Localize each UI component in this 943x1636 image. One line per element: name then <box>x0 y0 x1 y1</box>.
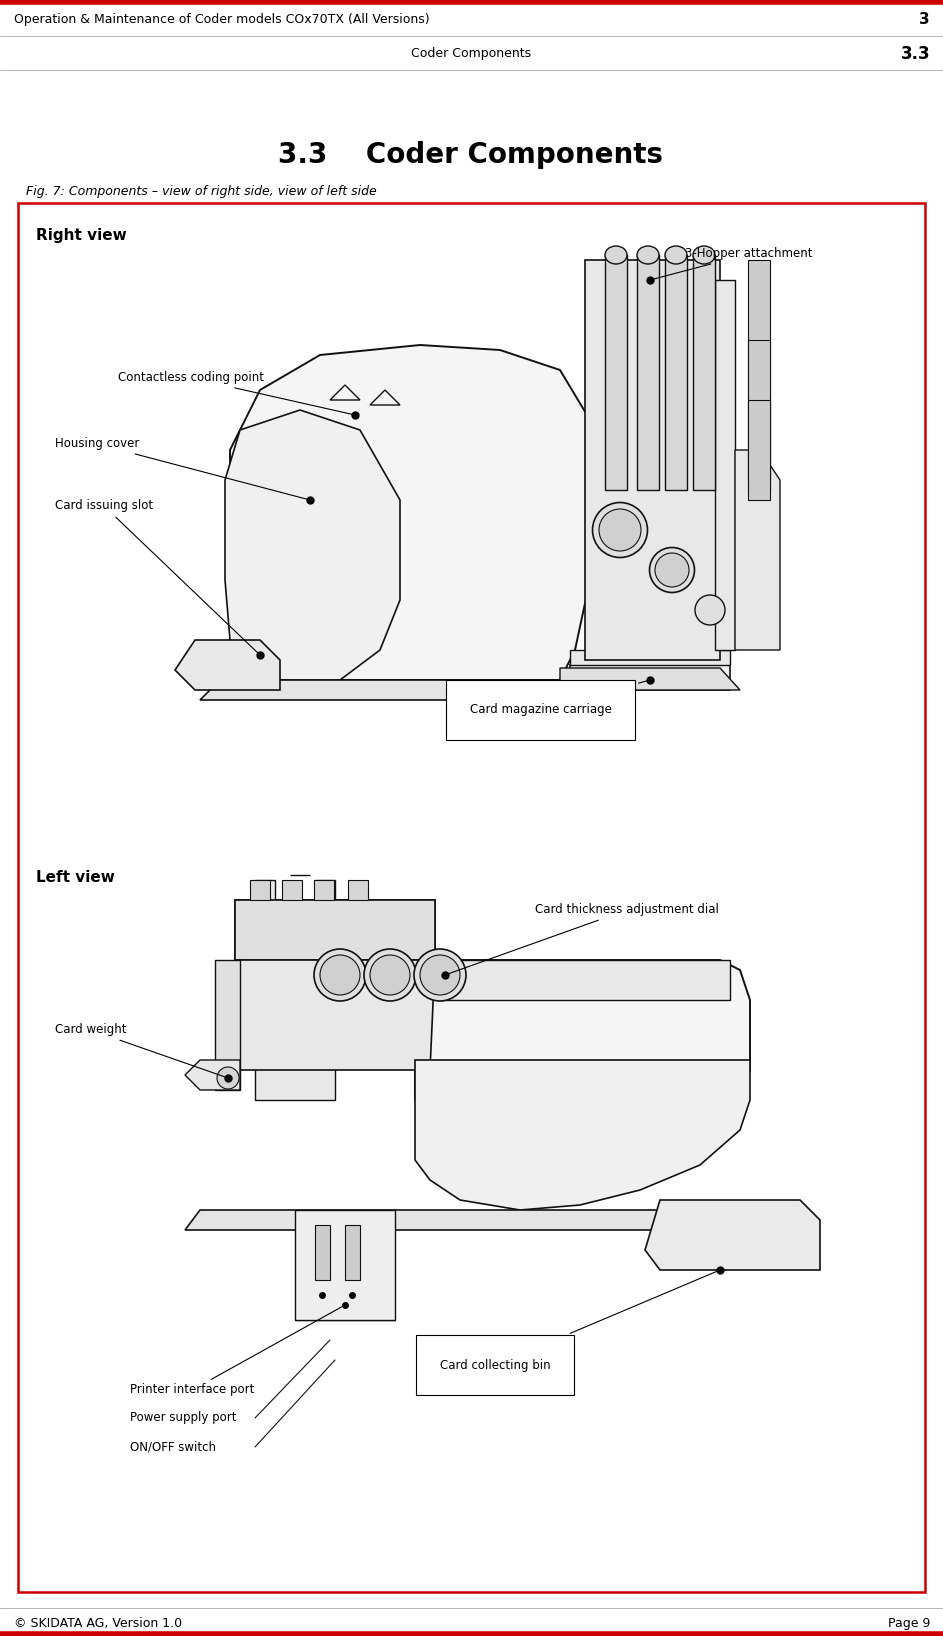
Ellipse shape <box>217 1067 239 1090</box>
Ellipse shape <box>420 955 460 995</box>
Ellipse shape <box>605 245 627 263</box>
Polygon shape <box>348 880 368 900</box>
Text: 3: 3 <box>919 13 930 28</box>
Polygon shape <box>748 399 770 501</box>
Polygon shape <box>440 960 730 1000</box>
Bar <box>18 203 925 1592</box>
Polygon shape <box>637 255 659 491</box>
Polygon shape <box>715 280 735 649</box>
Text: Operation & Maintenance of Coder models COx70TX (All Versions): Operation & Maintenance of Coder models … <box>14 13 430 26</box>
Text: Card weight: Card weight <box>55 1024 225 1076</box>
Ellipse shape <box>592 502 648 558</box>
Polygon shape <box>693 255 715 491</box>
Polygon shape <box>225 411 400 681</box>
Polygon shape <box>415 960 750 1140</box>
Ellipse shape <box>637 245 659 263</box>
Ellipse shape <box>599 509 641 551</box>
Text: Card magazine carriage: Card magazine carriage <box>470 681 647 717</box>
Ellipse shape <box>370 955 410 995</box>
Polygon shape <box>415 1060 750 1211</box>
Text: 3.3: 3.3 <box>901 46 930 64</box>
Ellipse shape <box>320 955 360 995</box>
Text: 3-Hopper attachment: 3-Hopper attachment <box>653 247 813 280</box>
Polygon shape <box>185 1211 780 1230</box>
Polygon shape <box>235 960 435 1070</box>
Polygon shape <box>585 260 720 659</box>
Text: Contactless coding point: Contactless coding point <box>118 371 353 414</box>
Text: Fig. 7: Components – view of right side, view of left side: Fig. 7: Components – view of right side,… <box>26 185 377 198</box>
Polygon shape <box>250 880 270 900</box>
Ellipse shape <box>414 949 466 1001</box>
Text: Coder Components: Coder Components <box>411 47 531 61</box>
Text: Card issuing slot: Card issuing slot <box>55 499 258 653</box>
Polygon shape <box>175 640 280 690</box>
Polygon shape <box>748 340 770 491</box>
Text: Page 9: Page 9 <box>887 1616 930 1629</box>
Text: 3.3    Coder Components: 3.3 Coder Components <box>278 141 664 169</box>
Polygon shape <box>230 345 595 681</box>
Polygon shape <box>235 900 435 960</box>
Ellipse shape <box>314 949 366 1001</box>
Text: Card collecting bin: Card collecting bin <box>440 1271 718 1371</box>
Polygon shape <box>295 1211 395 1320</box>
Polygon shape <box>235 900 435 960</box>
Ellipse shape <box>650 548 694 592</box>
Text: ON/OFF switch: ON/OFF switch <box>130 1441 216 1453</box>
Polygon shape <box>255 880 335 1099</box>
Polygon shape <box>735 450 780 649</box>
Ellipse shape <box>695 596 725 625</box>
Polygon shape <box>215 960 240 1090</box>
Polygon shape <box>748 260 770 479</box>
Text: Left view: Left view <box>36 870 115 885</box>
Ellipse shape <box>665 245 687 263</box>
Text: Card thickness adjustment dial: Card thickness adjustment dial <box>448 903 719 973</box>
Ellipse shape <box>693 245 715 263</box>
Text: Right view: Right view <box>36 227 126 244</box>
Polygon shape <box>345 1225 360 1279</box>
Polygon shape <box>560 667 740 690</box>
Polygon shape <box>665 255 687 491</box>
Text: © SKIDATA AG, Version 1.0: © SKIDATA AG, Version 1.0 <box>14 1616 182 1629</box>
Ellipse shape <box>364 949 416 1001</box>
Polygon shape <box>314 880 334 900</box>
Polygon shape <box>645 1199 820 1270</box>
Text: Power supply port: Power supply port <box>130 1412 237 1425</box>
Text: Housing cover: Housing cover <box>55 437 307 499</box>
Polygon shape <box>605 255 627 491</box>
Text: Printer interface port: Printer interface port <box>130 1307 342 1397</box>
Polygon shape <box>315 1225 330 1279</box>
Polygon shape <box>570 664 730 690</box>
Bar <box>570 649 730 664</box>
Ellipse shape <box>655 553 689 587</box>
Polygon shape <box>282 880 302 900</box>
Polygon shape <box>200 681 620 700</box>
Polygon shape <box>185 1060 240 1090</box>
